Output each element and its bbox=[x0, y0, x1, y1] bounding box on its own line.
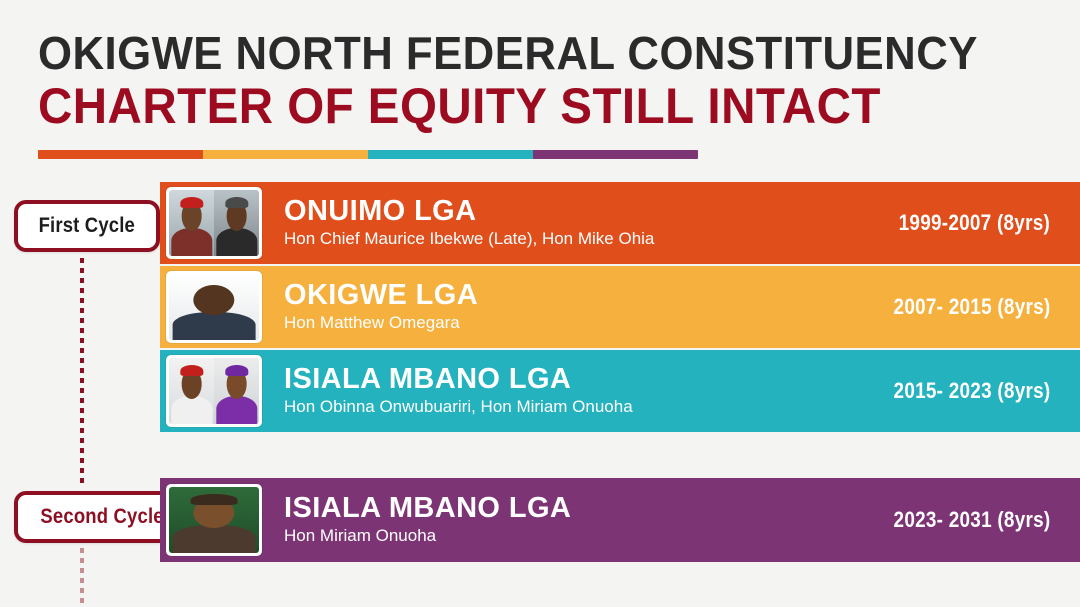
row-text-block: ONUIMO LGA Hon Chief Maurice Ibekwe (Lat… bbox=[284, 194, 874, 250]
portrait-single bbox=[169, 487, 259, 553]
portrait-left bbox=[169, 190, 214, 256]
row-names: Hon Matthew Omegara bbox=[284, 313, 460, 333]
portrait-maurice-ibekwe-mike-ohia bbox=[166, 187, 262, 259]
row-lga-name: ONUIMO LGA bbox=[284, 194, 477, 227]
cycle-label-first: First Cycle bbox=[14, 200, 160, 252]
portrait-matthew-omegara bbox=[166, 271, 262, 343]
row-years: 2007- 2015 (8yrs) bbox=[893, 294, 1050, 319]
row-lga-name: OKIGWE LGA bbox=[284, 278, 479, 311]
row-lga-name: ISIALA MBANO LGA bbox=[284, 362, 572, 395]
row-names: Hon Miriam Onuoha bbox=[284, 526, 437, 546]
cycle-label-second-text: Second Cycle bbox=[40, 505, 164, 528]
row-years: 2023- 2031 (8yrs) bbox=[893, 507, 1050, 532]
page-title-primary: OKIGWE NORTH FEDERAL CONSTITUENCY bbox=[38, 27, 978, 79]
page-title-secondary: CHARTER OF EQUITY STILL INTACT bbox=[38, 77, 881, 134]
divider-bar bbox=[38, 150, 698, 159]
row-lga-name: ISIALA MBANO LGA bbox=[284, 491, 572, 524]
divider-segment-yellow bbox=[203, 150, 368, 159]
cycle-label-first-text: First Cycle bbox=[38, 214, 136, 237]
cycle-connector-line-upper bbox=[80, 258, 84, 488]
timeline-row: OKIGWE LGA Hon Matthew Omegara 2007- 201… bbox=[160, 266, 1080, 348]
header: OKIGWE NORTH FEDERAL CONSTITUENCY CHARTE… bbox=[38, 27, 1048, 134]
row-text-block: ISIALA MBANO LGA Hon Obinna Onwubuariri,… bbox=[284, 362, 868, 418]
row-years: 2015- 2023 (8yrs) bbox=[893, 378, 1050, 403]
timeline-row: ISIALA MBANO LGA Hon Obinna Onwubuariri,… bbox=[160, 350, 1080, 432]
divider-segment-teal bbox=[368, 150, 533, 159]
divider-segment-orange bbox=[38, 150, 203, 159]
portrait-single bbox=[169, 274, 259, 340]
portrait-obinna-onwubuariri-miriam-onuoha bbox=[166, 355, 262, 427]
divider-segment-purple bbox=[533, 150, 698, 159]
row-text-block: ISIALA MBANO LGA Hon Miriam Onuoha bbox=[284, 491, 868, 547]
portrait-right bbox=[214, 358, 259, 424]
timeline-row: ISIALA MBANO LGA Hon Miriam Onuoha 2023-… bbox=[160, 478, 1080, 562]
cycle-connector-line-lower bbox=[80, 548, 84, 606]
timeline-row: ONUIMO LGA Hon Chief Maurice Ibekwe (Lat… bbox=[160, 182, 1080, 264]
row-text-block: OKIGWE LGA Hon Matthew Omegara bbox=[284, 278, 868, 334]
row-names: Hon Chief Maurice Ibekwe (Late), Hon Mik… bbox=[284, 229, 655, 249]
row-names: Hon Obinna Onwubuariri, Hon Miriam Onuoh… bbox=[284, 397, 633, 417]
row-years: 1999-2007 (8yrs) bbox=[898, 210, 1050, 235]
portrait-left bbox=[169, 358, 214, 424]
portrait-miriam-onuoha bbox=[166, 484, 262, 556]
portrait-right bbox=[214, 190, 259, 256]
